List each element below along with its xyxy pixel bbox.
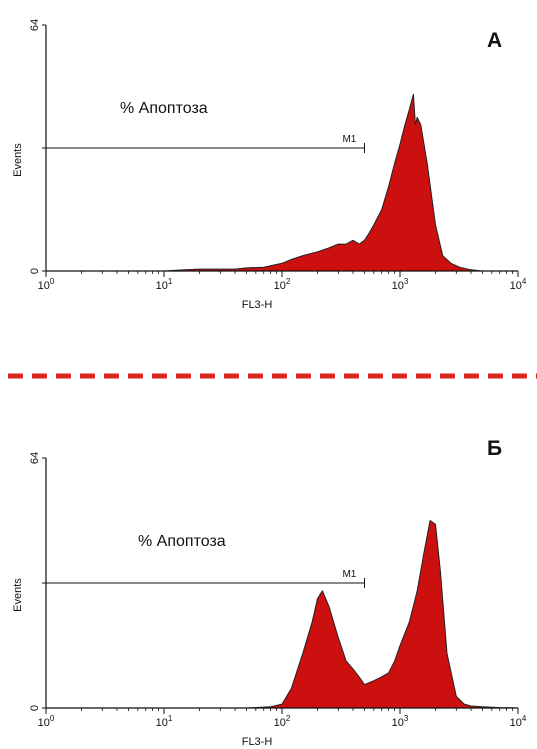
y-axis-title: Events: [12, 143, 24, 177]
panel-letter: А: [487, 29, 502, 52]
x-tick-label: 100: [38, 277, 55, 292]
x-tick-label: 104: [510, 277, 527, 292]
x-tick-label: 102: [274, 277, 291, 292]
y-tick-label: 0: [29, 705, 41, 711]
panel-letter: Б: [487, 437, 502, 460]
histogram-series-0: [45, 93, 483, 272]
y-tick-label: 64: [29, 452, 41, 464]
x-tick-label: 104: [510, 714, 527, 729]
histogram-panel-b: 0 64 100 101 102 103 104 FL3-H Events M1 % Апоптоз…: [12, 437, 527, 748]
x-axis-title: FL3-H: [242, 736, 273, 748]
x-tick-label: 101: [156, 714, 173, 729]
x-axis-title: FL3-H: [242, 299, 273, 311]
x-tick-label: 100: [38, 714, 55, 729]
y-tick-label: 64: [29, 19, 41, 31]
x-tick-label: 103: [392, 714, 409, 729]
gate-m1-label: M1: [342, 134, 356, 145]
apoptosis-annotation: % Апоптоза: [120, 100, 208, 117]
x-tick-label: 102: [274, 714, 291, 729]
x-tick-label: 103: [392, 277, 409, 292]
y-axis-title: Events: [12, 578, 24, 612]
apoptosis-annotation: % Апоптоза: [138, 533, 226, 550]
histogram-panel-a: 0 64 100 101 102 103 104 FL3-H Events M1 % Апоптоз…: [12, 19, 527, 311]
y-tick-label: 0: [29, 268, 41, 274]
x-tick-label: 101: [156, 277, 173, 292]
histogram-series-0: [45, 520, 519, 709]
gate-m1-label: M1: [342, 569, 356, 580]
